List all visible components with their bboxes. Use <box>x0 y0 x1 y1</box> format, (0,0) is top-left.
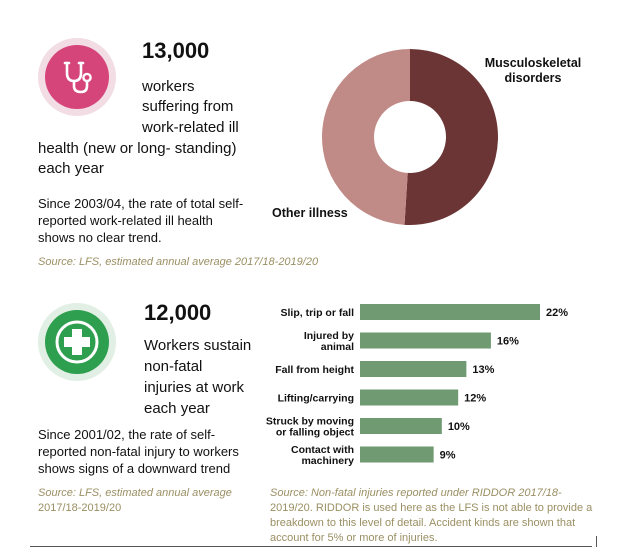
bar-value-label-1: 16% <box>497 336 519 348</box>
injury-trend3: shows signs of a downward trend <box>38 461 231 476</box>
pie-label-other: Other illness <box>272 206 348 220</box>
bar-value-label-5: 9% <box>440 450 456 462</box>
bar-3 <box>360 389 459 406</box>
injury-trend2: reported non-fatal injury to workers <box>38 444 239 459</box>
bar-category-label-2: Fall from height <box>275 364 354 376</box>
bar-4 <box>360 418 442 434</box>
ill-health-source: Source: LFS, estimated annual average 20… <box>38 256 319 268</box>
medical-cross-badge <box>38 303 116 381</box>
stethoscope-badge <box>38 38 116 116</box>
injury-line1: Workers sustain <box>144 337 252 354</box>
ill-health-line2: suffering from <box>142 98 234 115</box>
bar-category-label-4: Struck by moving or falling object <box>266 416 355 439</box>
bar-source1: Source: Non-fatal injuries reported unde… <box>270 487 562 499</box>
bar-category-label-0: Slip, trip or fall <box>280 307 354 319</box>
pie-slice-0 <box>404 49 498 225</box>
bar-value-label-2: 13% <box>472 364 494 376</box>
bar-value-label-3: 12% <box>464 393 486 405</box>
ill-health-trend2: reported work-related ill health <box>38 213 213 228</box>
bar-source3: breakdown to this level of detail. Accid… <box>270 517 576 529</box>
medical-cross-badge-inner <box>45 310 109 374</box>
stethoscope-badge-inner <box>45 45 109 109</box>
bar-category-label-1: Injured by animal <box>304 330 354 353</box>
injury-bar-chart: Slip, trip or fall 22% Injured by animal 16%… <box>266 304 568 467</box>
bar-category-label-5: Contact with machinery <box>291 444 354 467</box>
bar-source4: account for 5% or more of injuries. <box>270 532 438 544</box>
injury-number: 12,000 <box>144 300 212 325</box>
injury-line2: non-fatal <box>144 358 203 375</box>
stethoscope-icon <box>63 61 92 94</box>
ill-health-line3: work-related ill <box>142 119 239 136</box>
injury-source1: Source: LFS, estimated annual average <box>38 487 232 499</box>
pie-label-musculoskeletal-text: Musculoskeletal disorders <box>484 56 582 85</box>
footer-divider <box>30 546 592 547</box>
ill-health-number: 13,000 <box>142 38 210 63</box>
ill-health-line4: health (new or long- standing) <box>38 140 237 157</box>
injury-source2: 2017/18-2019/20 <box>38 502 122 514</box>
bar-value-label-0: 22% <box>546 307 568 319</box>
pie-label-musculoskeletal: Musculoskeletal disorders <box>478 56 588 86</box>
pie-slice-1 <box>321 49 410 225</box>
ill-health-line1: workers <box>142 78 195 95</box>
bar-1 <box>360 332 491 349</box>
ill-health-trend1: Since 2003/04, the rate of total self- <box>38 196 244 211</box>
injury-trend1: Since 2001/02, the rate of self- <box>38 427 216 442</box>
bar-value-label-4: 10% <box>448 421 470 433</box>
bar-5 <box>360 446 434 463</box>
bar-2 <box>360 361 467 377</box>
footer-divider-tick <box>596 536 597 547</box>
bar-category-label-3: Lifting/carrying <box>278 393 354 405</box>
ill-health-trend3: shows no clear trend. <box>38 230 162 245</box>
bar-source2: 2019/20. RIDDOR is used here as the LFS … <box>270 502 593 514</box>
ill-health-line5: each year <box>38 160 104 177</box>
bar-0 <box>360 304 540 320</box>
injury-line4: each year <box>144 400 210 417</box>
injury-line3: injuries at work <box>144 379 245 396</box>
medical-cross-icon <box>55 320 99 364</box>
illness-donut-chart <box>321 49 498 225</box>
